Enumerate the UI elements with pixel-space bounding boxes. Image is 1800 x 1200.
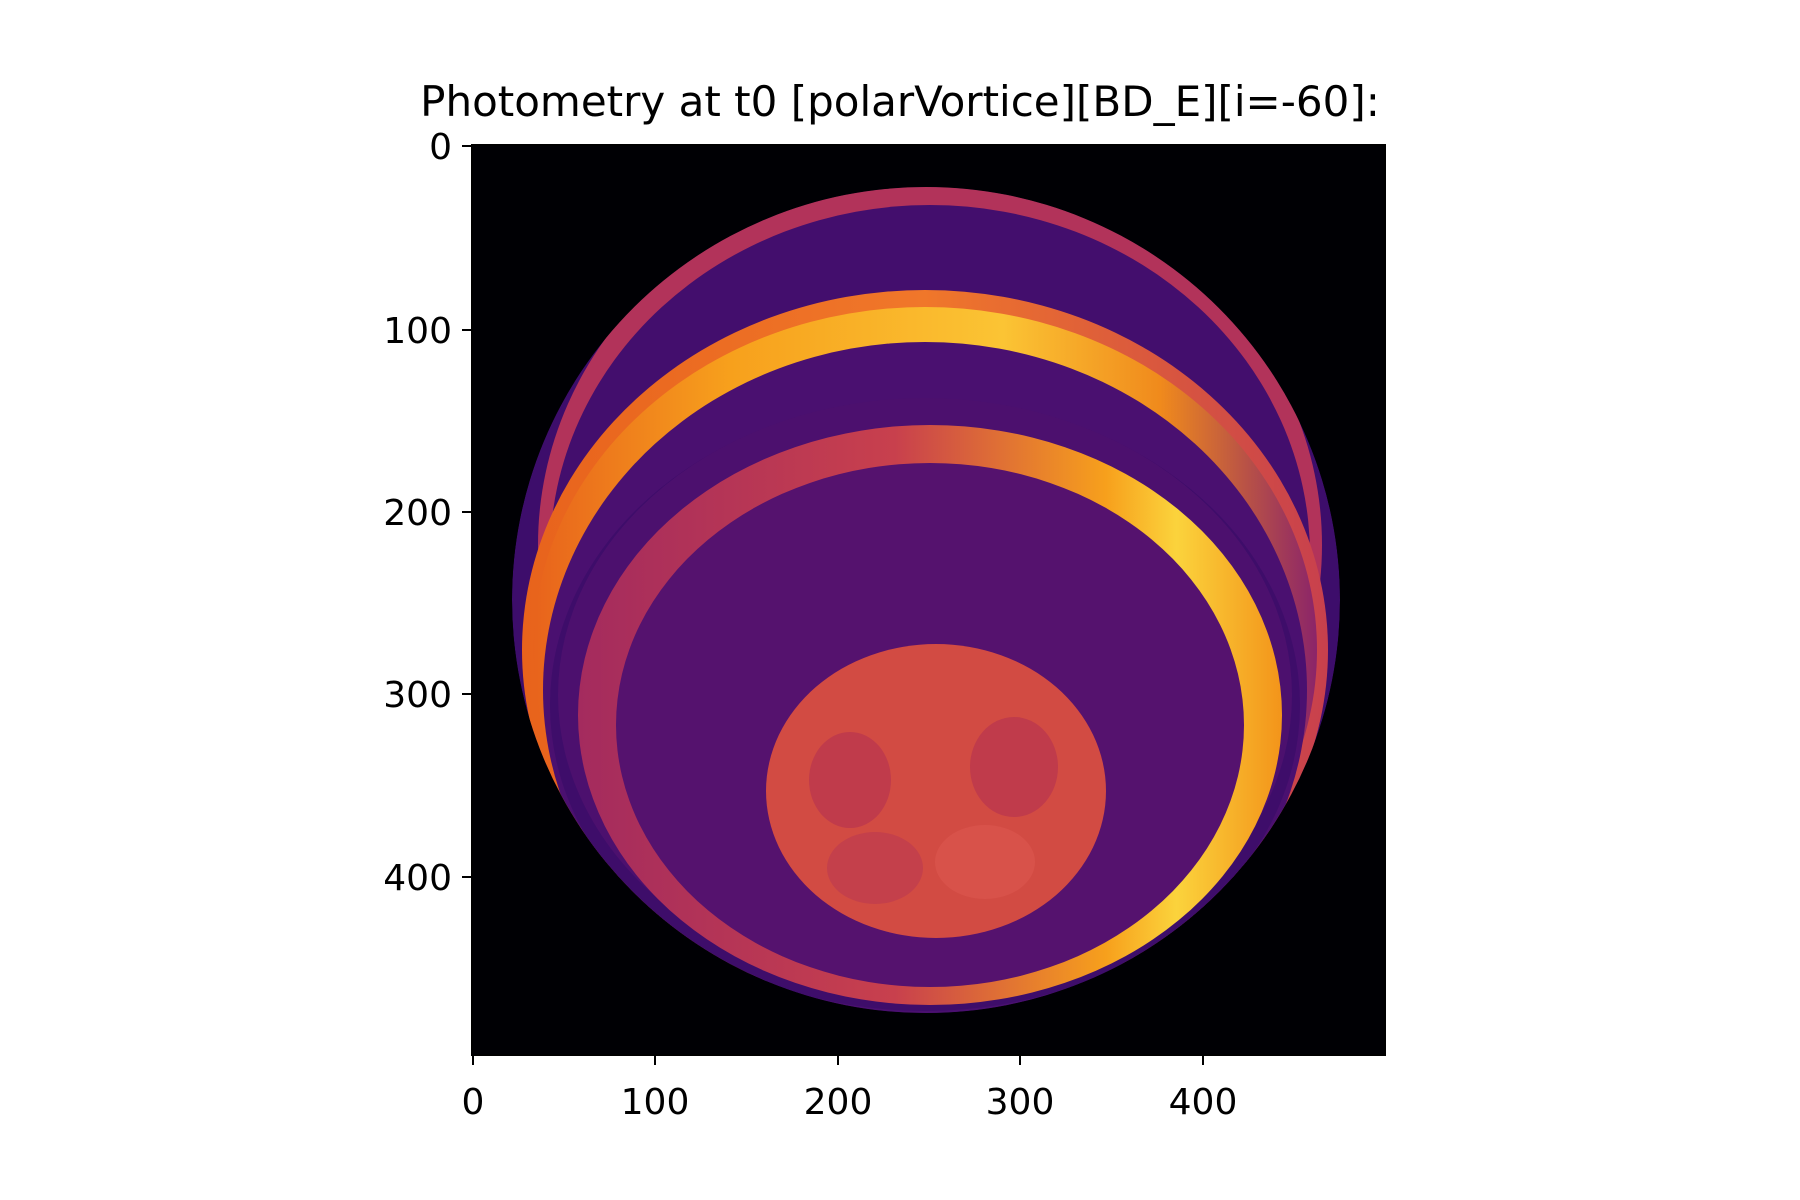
x-tick-label: 300 [986,1082,1055,1123]
x-tick-label: 100 [621,1082,690,1123]
y-tick-label: 400 [383,858,452,899]
y-tick-label: 200 [383,493,452,534]
x-tick-label: 200 [804,1082,873,1123]
x-tick-label: 0 [462,1082,485,1123]
central-spot [766,644,1106,938]
y-tick-label: 300 [383,675,452,716]
y-tick-label: 0 [429,127,452,168]
x-tick-label: 400 [1169,1082,1238,1123]
axes-frame [471,144,1386,1056]
y-tick-label: 100 [383,311,452,352]
y-axis: 0 100 200 300 400 [383,127,472,899]
plot-title: Photometry at t0 [polarVortice][BD_E][i=… [420,77,1380,126]
photometry-image [472,145,1385,1055]
x-axis: 0 100 200 300 400 [462,1055,1238,1123]
